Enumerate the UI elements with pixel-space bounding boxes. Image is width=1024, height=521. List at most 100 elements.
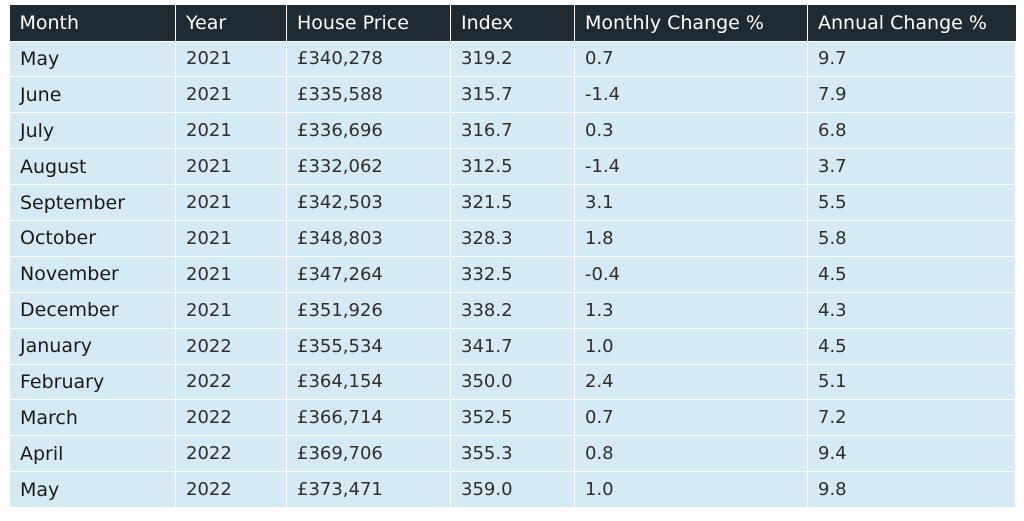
cell-index: 338.2 bbox=[450, 291, 575, 329]
table-row: September 2021 £342,503 321.5 3.1 5.5 bbox=[9, 184, 1016, 221]
table-row: March 2022 £366,714 352.5 0.7 7.2 bbox=[9, 399, 1016, 437]
cell-house-price: £348,803 bbox=[286, 219, 451, 257]
cell-index: 352.5 bbox=[450, 399, 575, 437]
table-row: December 2021 £351,926 338.2 1.3 4.3 bbox=[9, 291, 1016, 329]
cell-year: 2021 bbox=[175, 112, 287, 150]
cell-monthly-change: 1.3 bbox=[574, 291, 808, 329]
cell-year: 2021 bbox=[175, 219, 287, 257]
cell-annual-change: 3.7 bbox=[807, 148, 1016, 186]
cell-index: 319.2 bbox=[450, 40, 575, 78]
header-index: Index bbox=[450, 5, 575, 41]
cell-month: December bbox=[9, 291, 176, 329]
cell-house-price: £340,278 bbox=[286, 40, 451, 78]
cell-year: 2021 bbox=[175, 184, 287, 221]
cell-monthly-change: 1.8 bbox=[574, 219, 808, 257]
header-annual-change: Annual Change % bbox=[807, 5, 1016, 41]
cell-annual-change: 9.4 bbox=[807, 435, 1016, 473]
cell-annual-change: 7.9 bbox=[807, 76, 1016, 114]
cell-index: 355.3 bbox=[450, 435, 575, 473]
cell-index: 341.7 bbox=[450, 327, 575, 365]
table-row: May 2021 £340,278 319.2 0.7 9.7 bbox=[9, 40, 1016, 78]
cell-house-price: £335,588 bbox=[286, 76, 451, 114]
cell-annual-change: 4.3 bbox=[807, 291, 1016, 329]
cell-year: 2021 bbox=[175, 148, 287, 186]
cell-month: May bbox=[9, 40, 176, 78]
header-house-price: House Price bbox=[286, 5, 451, 41]
cell-month: February bbox=[9, 363, 176, 401]
cell-year: 2022 bbox=[175, 471, 287, 509]
cell-house-price: £366,714 bbox=[286, 399, 451, 437]
table-row: July 2021 £336,696 316.7 0.3 6.8 bbox=[9, 112, 1016, 150]
cell-annual-change: 9.8 bbox=[807, 471, 1016, 509]
cell-monthly-change: 0.8 bbox=[574, 435, 808, 473]
cell-annual-change: 5.5 bbox=[807, 184, 1016, 221]
cell-year: 2021 bbox=[175, 76, 287, 114]
cell-month: January bbox=[9, 327, 176, 365]
cell-index: 321.5 bbox=[450, 184, 575, 221]
table-body: May 2021 £340,278 319.2 0.7 9.7 June 2021 £335,5… bbox=[9, 40, 1016, 509]
cell-house-price: £373,471 bbox=[286, 471, 451, 509]
cell-year: 2022 bbox=[175, 399, 287, 437]
cell-monthly-change: -1.4 bbox=[574, 148, 808, 186]
header-year: Year bbox=[175, 5, 287, 41]
cell-month: May bbox=[9, 471, 176, 509]
cell-index: 316.7 bbox=[450, 112, 575, 150]
cell-year: 2021 bbox=[175, 40, 287, 78]
table-row: April 2022 £369,706 355.3 0.8 9.4 bbox=[9, 435, 1016, 473]
house-price-table-container: Month Year House Price Index Monthly Cha… bbox=[9, 5, 1016, 509]
cell-house-price: £355,534 bbox=[286, 327, 451, 365]
cell-month: June bbox=[9, 76, 176, 114]
cell-month: July bbox=[9, 112, 176, 150]
table-header: Month Year House Price Index Monthly Cha… bbox=[9, 5, 1016, 41]
cell-house-price: £342,503 bbox=[286, 184, 451, 221]
cell-index: 359.0 bbox=[450, 471, 575, 509]
cell-month: November bbox=[9, 255, 176, 293]
table-row: October 2021 £348,803 328.3 1.8 5.8 bbox=[9, 219, 1016, 257]
cell-year: 2022 bbox=[175, 327, 287, 365]
cell-year: 2022 bbox=[175, 435, 287, 473]
cell-month: March bbox=[9, 399, 176, 437]
cell-annual-change: 4.5 bbox=[807, 327, 1016, 365]
cell-monthly-change: 1.0 bbox=[574, 471, 808, 509]
cell-house-price: £364,154 bbox=[286, 363, 451, 401]
cell-house-price: £332,062 bbox=[286, 148, 451, 186]
cell-house-price: £351,926 bbox=[286, 291, 451, 329]
cell-monthly-change: 1.0 bbox=[574, 327, 808, 365]
cell-index: 350.0 bbox=[450, 363, 575, 401]
cell-month: August bbox=[9, 148, 176, 186]
cell-monthly-change: 0.3 bbox=[574, 112, 808, 150]
cell-month: September bbox=[9, 184, 176, 221]
house-price-table: Month Year House Price Index Monthly Cha… bbox=[9, 5, 1016, 509]
header-row: Month Year House Price Index Monthly Cha… bbox=[9, 5, 1016, 41]
table-row: June 2021 £335,588 315.7 -1.4 7.9 bbox=[9, 76, 1016, 114]
cell-monthly-change: 0.7 bbox=[574, 40, 808, 78]
cell-monthly-change: 3.1 bbox=[574, 184, 808, 221]
cell-house-price: £336,696 bbox=[286, 112, 451, 150]
table-row: February 2022 £364,154 350.0 2.4 5.1 bbox=[9, 363, 1016, 401]
cell-index: 328.3 bbox=[450, 219, 575, 257]
cell-year: 2021 bbox=[175, 291, 287, 329]
cell-year: 2022 bbox=[175, 363, 287, 401]
cell-index: 315.7 bbox=[450, 76, 575, 114]
cell-annual-change: 7.2 bbox=[807, 399, 1016, 437]
cell-annual-change: 5.8 bbox=[807, 219, 1016, 257]
cell-month: October bbox=[9, 219, 176, 257]
cell-month: April bbox=[9, 435, 176, 473]
cell-annual-change: 5.1 bbox=[807, 363, 1016, 401]
cell-monthly-change: -0.4 bbox=[574, 255, 808, 293]
cell-house-price: £347,264 bbox=[286, 255, 451, 293]
cell-index: 332.5 bbox=[450, 255, 575, 293]
cell-monthly-change: -1.4 bbox=[574, 76, 808, 114]
cell-year: 2021 bbox=[175, 255, 287, 293]
cell-index: 312.5 bbox=[450, 148, 575, 186]
header-monthly-change: Monthly Change % bbox=[574, 5, 808, 41]
cell-house-price: £369,706 bbox=[286, 435, 451, 473]
header-month: Month bbox=[9, 5, 176, 41]
cell-monthly-change: 2.4 bbox=[574, 363, 808, 401]
table-row: November 2021 £347,264 332.5 -0.4 4.5 bbox=[9, 255, 1016, 293]
table-row: January 2022 £355,534 341.7 1.0 4.5 bbox=[9, 327, 1016, 365]
cell-annual-change: 6.8 bbox=[807, 112, 1016, 150]
table-row: August 2021 £332,062 312.5 -1.4 3.7 bbox=[9, 148, 1016, 186]
cell-annual-change: 4.5 bbox=[807, 255, 1016, 293]
table-row: May 2022 £373,471 359.0 1.0 9.8 bbox=[9, 471, 1016, 509]
